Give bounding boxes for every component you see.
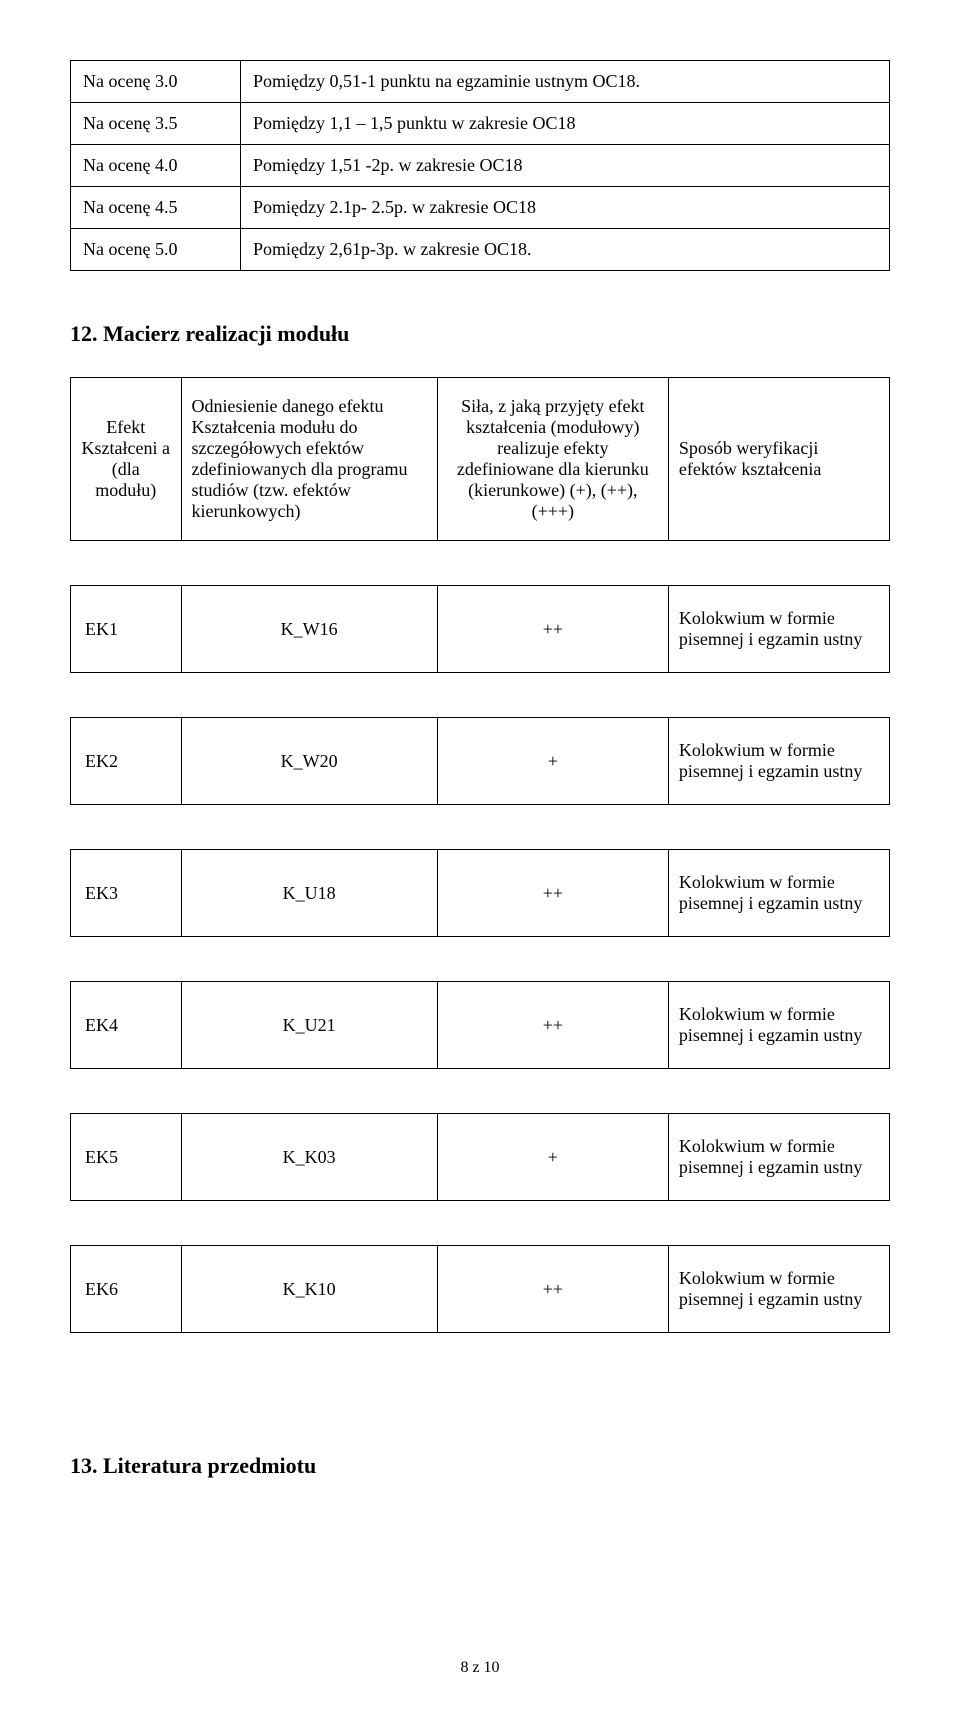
- verify-cell: Kolokwium w formie pisemnej i egzamin us…: [668, 718, 889, 805]
- verify-cell: Kolokwium w formie pisemnej i egzamin us…: [668, 586, 889, 673]
- strength-cell: ++: [437, 850, 668, 937]
- grade-desc: Pomiędzy 2,61p-3p. w zakresie OC18.: [241, 229, 890, 271]
- ek-cell: EK2: [71, 718, 182, 805]
- strength-cell: ++: [437, 982, 668, 1069]
- verify-cell: Kolokwium w formie pisemnej i egzamin us…: [668, 1246, 889, 1333]
- verify-cell: Kolokwium w formie pisemnej i egzamin us…: [668, 982, 889, 1069]
- grades-row: Na ocenę 4.5Pomiędzy 2.1p- 2.5p. w zakre…: [71, 187, 890, 229]
- ref-cell: K_U21: [181, 982, 437, 1069]
- ref-cell: K_W16: [181, 586, 437, 673]
- spacer-row: [71, 937, 890, 982]
- matrix-header-col2: Odniesienie danego efektu Kształcenia mo…: [181, 378, 437, 541]
- ref-cell: K_U18: [181, 850, 437, 937]
- spacer-row: [71, 805, 890, 850]
- ek-cell: EK3: [71, 850, 182, 937]
- ref-cell: K_K10: [181, 1246, 437, 1333]
- spacer-row: [71, 1201, 890, 1246]
- ek-cell: EK1: [71, 586, 182, 673]
- spacer-row: [71, 673, 890, 718]
- matrix-header-col3: Siła, z jaką przyjęty efekt kształcenia …: [437, 378, 668, 541]
- matrix-row: EK5K_K03+Kolokwium w formie pisemnej i e…: [71, 1114, 890, 1201]
- grade-label: Na ocenę 3.0: [71, 61, 241, 103]
- matrix-header-col4: Sposób weryfikacji efektów kształcenia: [668, 378, 889, 541]
- matrix-header-col1: Efekt Kształceni a (dla modułu): [71, 378, 182, 541]
- grade-desc: Pomiędzy 1,1 – 1,5 punktu w zakresie OC1…: [241, 103, 890, 145]
- verify-cell: Kolokwium w formie pisemnej i egzamin us…: [668, 850, 889, 937]
- grade-label: Na ocenę 4.5: [71, 187, 241, 229]
- grades-row: Na ocenę 5.0Pomiędzy 2,61p-3p. w zakresi…: [71, 229, 890, 271]
- section-12-title: 12. Macierz realizacji modułu: [70, 321, 890, 347]
- spacer-row: [71, 541, 890, 586]
- matrix-row: EK3K_U18++Kolokwium w formie pisemnej i …: [71, 850, 890, 937]
- matrix-row: EK1K_W16++Kolokwium w formie pisemnej i …: [71, 586, 890, 673]
- ek-cell: EK4: [71, 982, 182, 1069]
- strength-cell: ++: [437, 1246, 668, 1333]
- matrix-table: Efekt Kształceni a (dla modułu) Odniesie…: [70, 377, 890, 1333]
- grades-table: Na ocenę 3.0Pomiędzy 0,51-1 punktu na eg…: [70, 60, 890, 271]
- matrix-row: EK4K_U21++Kolokwium w formie pisemnej i …: [71, 982, 890, 1069]
- grade-desc: Pomiędzy 2.1p- 2.5p. w zakresie OC18: [241, 187, 890, 229]
- ek-cell: EK5: [71, 1114, 182, 1201]
- matrix-row: EK2K_W20+Kolokwium w formie pisemnej i e…: [71, 718, 890, 805]
- section-13-title: 13. Literatura przedmiotu: [70, 1453, 890, 1479]
- grade-label: Na ocenę 3.5: [71, 103, 241, 145]
- grades-row: Na ocenę 3.0Pomiędzy 0,51-1 punktu na eg…: [71, 61, 890, 103]
- grade-desc: Pomiędzy 1,51 -2p. w zakresie OC18: [241, 145, 890, 187]
- ref-cell: K_W20: [181, 718, 437, 805]
- grade-label: Na ocenę 4.0: [71, 145, 241, 187]
- ek-cell: EK6: [71, 1246, 182, 1333]
- grades-row: Na ocenę 4.0Pomiędzy 1,51 -2p. w zakresi…: [71, 145, 890, 187]
- ref-cell: K_K03: [181, 1114, 437, 1201]
- verify-cell: Kolokwium w formie pisemnej i egzamin us…: [668, 1114, 889, 1201]
- spacer-row: [71, 1069, 890, 1114]
- page-number: 8 z 10: [70, 1659, 890, 1677]
- grade-desc: Pomiędzy 0,51-1 punktu na egzaminie ustn…: [241, 61, 890, 103]
- grades-row: Na ocenę 3.5Pomiędzy 1,1 – 1,5 punktu w …: [71, 103, 890, 145]
- grade-label: Na ocenę 5.0: [71, 229, 241, 271]
- matrix-row: EK6K_K10++Kolokwium w formie pisemnej i …: [71, 1246, 890, 1333]
- strength-cell: +: [437, 1114, 668, 1201]
- strength-cell: ++: [437, 586, 668, 673]
- strength-cell: +: [437, 718, 668, 805]
